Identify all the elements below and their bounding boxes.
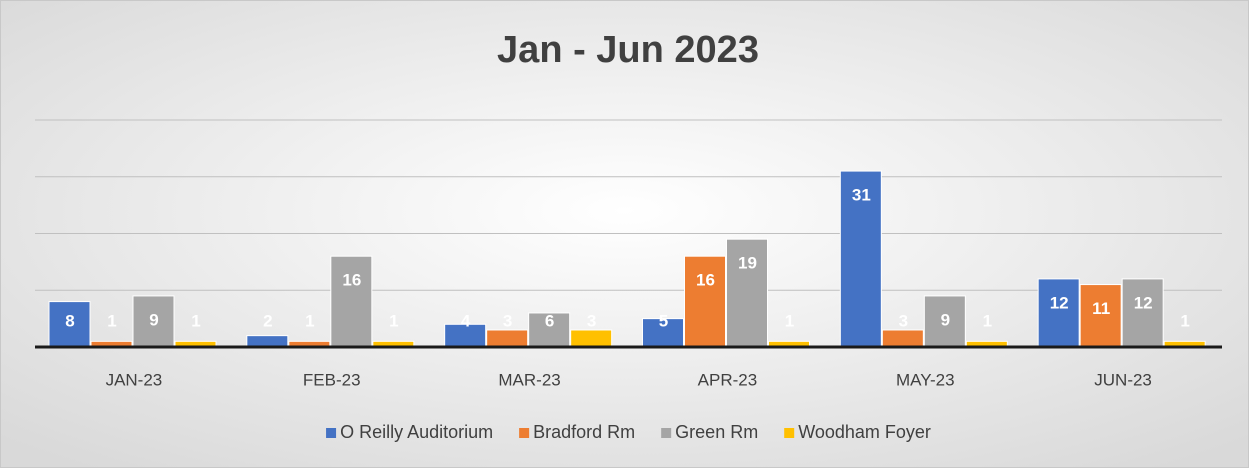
data-label: 1 xyxy=(305,311,314,330)
data-label: 16 xyxy=(696,271,715,290)
bar xyxy=(1079,284,1122,348)
bar xyxy=(726,238,768,348)
data-label: 12 xyxy=(1134,293,1153,312)
legend-label: O Reilly Auditorium xyxy=(340,422,493,442)
legend-swatch xyxy=(519,428,530,438)
bar xyxy=(1121,278,1164,348)
data-label: 1 xyxy=(983,311,992,330)
data-label: 1 xyxy=(107,311,116,330)
bar xyxy=(570,329,613,348)
legend-swatch xyxy=(784,428,795,438)
x-tick-label: FEB-23 xyxy=(303,370,361,389)
x-tick-label: MAY-23 xyxy=(896,370,955,389)
bar xyxy=(132,295,175,348)
legend-label: Bradford Rm xyxy=(533,422,635,442)
data-label: 5 xyxy=(659,311,668,330)
bar xyxy=(486,329,529,348)
x-tick-label: MAR-23 xyxy=(498,370,560,389)
data-label: 31 xyxy=(852,186,871,205)
data-label: 1 xyxy=(1180,311,1189,330)
data-label: 1 xyxy=(785,311,794,330)
data-label: 1 xyxy=(389,311,398,330)
data-label: 11 xyxy=(1092,299,1110,318)
chart-title: Jan - Jun 2023 xyxy=(497,29,759,71)
data-label: 16 xyxy=(342,271,361,290)
bar xyxy=(246,335,289,348)
data-label: 3 xyxy=(503,311,512,330)
data-label: 8 xyxy=(65,311,74,330)
data-label: 1 xyxy=(191,311,200,330)
data-label: 19 xyxy=(738,254,757,273)
bar xyxy=(881,329,924,348)
legend-swatch xyxy=(661,428,672,438)
x-tick-label: APR-23 xyxy=(698,370,758,389)
bar xyxy=(684,255,726,348)
legend-swatch xyxy=(326,428,337,438)
data-label: 3 xyxy=(587,311,596,330)
data-label: 2 xyxy=(263,311,272,330)
data-label: 9 xyxy=(149,310,158,329)
data-label: 3 xyxy=(899,311,908,330)
bar xyxy=(1037,278,1080,348)
legend-label: Green Rm xyxy=(675,422,758,442)
bar xyxy=(923,295,966,348)
bar xyxy=(528,312,571,348)
legend-label: Woodham Foyer xyxy=(798,422,931,442)
x-tick-label: JAN-23 xyxy=(106,370,163,389)
data-label: 9 xyxy=(941,310,950,329)
bar xyxy=(642,318,684,348)
data-label: 4 xyxy=(461,311,471,330)
data-label: 12 xyxy=(1050,293,1069,312)
bar xyxy=(839,170,882,348)
x-tick-label: JUN-23 xyxy=(1094,370,1152,389)
data-label: 6 xyxy=(545,311,554,330)
